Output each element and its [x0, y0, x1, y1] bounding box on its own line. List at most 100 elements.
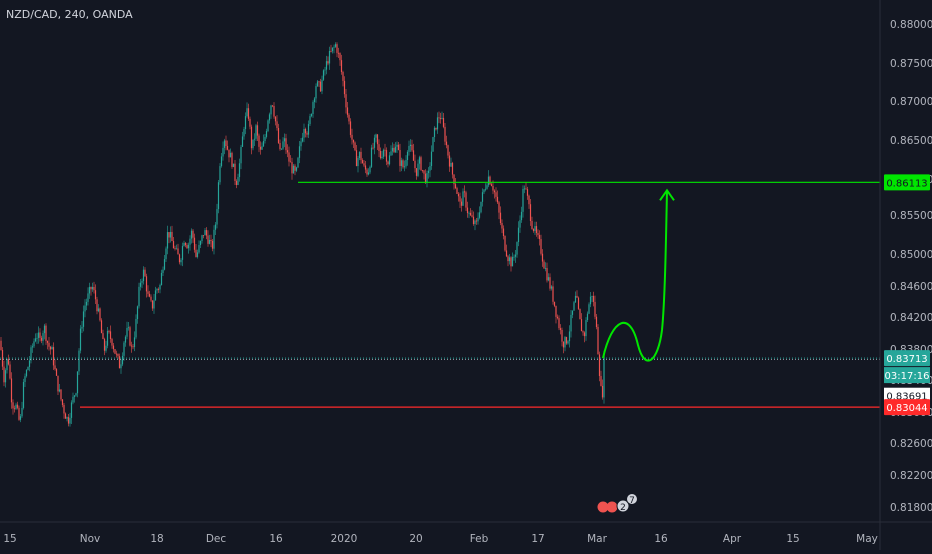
candle-body — [339, 53, 341, 61]
candle-body — [520, 211, 523, 221]
candle-body — [580, 319, 583, 332]
event-badges[interactable]: 27 — [597, 493, 638, 514]
candle-body — [256, 125, 259, 136]
candle-body — [64, 413, 67, 419]
candle-body — [252, 139, 254, 149]
candle-body — [352, 139, 355, 143]
candle-body — [127, 327, 130, 329]
candle-body — [394, 146, 397, 153]
candle-body — [276, 121, 278, 129]
countdown-badge: 03:17:16 — [885, 371, 930, 382]
candle-body — [57, 375, 59, 392]
current-price-badge: 0.83713 — [886, 354, 927, 365]
candle-body — [448, 155, 451, 167]
y-tick-label: 0.86500 — [890, 135, 932, 147]
candle-body — [190, 230, 193, 239]
candle-body — [421, 169, 424, 171]
candle-body — [285, 138, 287, 151]
time-axis[interactable]: 15 Nov 18 Dec 16 2020 20 Feb 17 Mar 16 Apr 15 May — [3, 533, 878, 545]
candle-body — [511, 256, 514, 267]
candle-body — [372, 147, 374, 149]
candle-body — [415, 168, 418, 176]
candle-body — [162, 269, 164, 273]
candle-body — [300, 141, 302, 147]
candle-body — [184, 243, 187, 246]
candle-body — [406, 151, 409, 161]
projection-arrow-head — [659, 188, 675, 201]
candle-body — [3, 366, 5, 383]
candle-body — [136, 306, 139, 320]
candle-body — [388, 155, 391, 165]
candle-body — [529, 204, 532, 221]
candle-body — [168, 232, 170, 238]
candle-body — [93, 286, 95, 291]
candle-body — [169, 231, 172, 238]
candle-body — [186, 245, 188, 249]
candle-body — [498, 202, 500, 213]
candle-body — [213, 229, 215, 249]
candle-body — [564, 337, 566, 348]
candle-body — [111, 338, 113, 346]
candle-body — [153, 300, 155, 309]
candle-body — [463, 191, 466, 193]
candle-body — [393, 147, 395, 153]
x-tick-label: 18 — [150, 533, 163, 545]
candle-body — [295, 167, 298, 171]
candle-body — [96, 299, 98, 312]
candle-body — [157, 288, 160, 290]
candle-body — [60, 389, 62, 400]
candle-body — [445, 141, 448, 146]
candle-body — [52, 347, 55, 366]
candle-body — [138, 286, 140, 307]
candle-body — [126, 327, 128, 337]
candle-body — [201, 235, 203, 242]
x-tick-label: 15 — [3, 533, 16, 545]
event-badge-count-label: 2 — [620, 503, 626, 513]
candle-body — [166, 232, 169, 249]
candle-body — [135, 319, 137, 338]
candle-body — [130, 345, 133, 347]
candle-body — [84, 305, 86, 312]
candle-body — [514, 254, 517, 257]
candle-body — [199, 241, 202, 245]
candle-body — [99, 308, 101, 321]
candle-body — [79, 328, 82, 351]
candle-body — [337, 52, 340, 54]
candle-body — [366, 169, 368, 175]
candle-body — [36, 337, 38, 339]
candle-body — [28, 360, 31, 367]
candle-body — [106, 330, 109, 346]
candle-body — [69, 417, 71, 424]
candle-body — [141, 281, 143, 283]
candle-body — [513, 256, 515, 258]
candle-body — [474, 220, 476, 225]
candle-body — [585, 320, 587, 337]
candle-body — [115, 353, 118, 355]
candle-body — [40, 337, 43, 341]
event-badge-icon — [597, 501, 609, 513]
candle-body — [205, 230, 208, 236]
candle-body — [18, 407, 20, 420]
candle-body — [466, 207, 469, 214]
candle-body — [31, 346, 34, 348]
candle-body — [87, 293, 89, 302]
candle-body — [540, 239, 542, 254]
candle-body — [405, 160, 407, 167]
symbol-title[interactable]: NZD/CAD, 240, OANDA — [6, 8, 133, 21]
candle-body — [175, 248, 178, 250]
candle-body — [504, 236, 506, 251]
candle-body — [487, 176, 490, 186]
candle-body — [268, 114, 271, 121]
candle-body — [210, 239, 212, 241]
candle-body — [480, 201, 482, 213]
candle-body — [549, 277, 551, 289]
y-tick-label: 0.81800 — [890, 502, 932, 514]
candle-body — [307, 124, 310, 135]
candle-body — [145, 276, 148, 292]
x-tick-label: 17 — [531, 533, 544, 545]
candle-body — [10, 378, 13, 403]
candle-body — [444, 126, 446, 142]
